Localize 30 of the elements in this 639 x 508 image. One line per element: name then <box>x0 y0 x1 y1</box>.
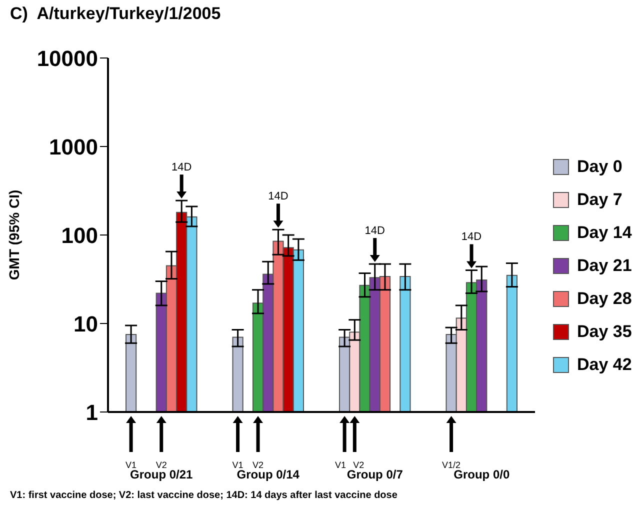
y-tick-label: 1000 <box>49 134 98 160</box>
text: V1: first vaccine dose; V2: last vaccine dose; 14D: 14 days after last vaccine dose <box>10 490 398 501</box>
text: V2 <box>156 460 167 470</box>
x-tick-label: Group 0/0 <box>454 468 510 482</box>
x-tick-label: Group 0/7 <box>346 468 404 482</box>
legend-label: Day 28 <box>577 288 632 308</box>
annotation: 14D <box>364 225 386 238</box>
legend-label: Day 42 <box>577 354 632 374</box>
annotation: 14D <box>461 231 482 244</box>
text: V2 <box>252 460 264 470</box>
y-tick-label: 100 <box>61 222 98 248</box>
legend-label: Day 35 <box>577 322 632 342</box>
x-tick-label: Group 0/14 <box>236 468 300 482</box>
annotation: 14D <box>268 190 288 203</box>
chart-title: C) A/turkey/Turkey/1/2005 <box>10 4 221 24</box>
legend-label: Day 14 <box>577 222 632 242</box>
legend-label: Day 21 <box>577 256 632 276</box>
legend-label: Day 7 <box>577 190 622 210</box>
legend-label: Day 0 <box>577 156 622 176</box>
text: V1 <box>335 460 346 470</box>
y-tick-label: 10000 <box>36 46 98 71</box>
y-tick-label: 10 <box>74 311 98 336</box>
text: V1 <box>126 460 137 470</box>
y-axis-title: GMT (95% CI) <box>6 190 22 280</box>
text: V2 <box>353 460 364 470</box>
x-tick-label: Group 0/21 <box>130 468 194 482</box>
y-tick-label: 1 <box>86 400 98 425</box>
text: V1/2 <box>442 460 461 470</box>
text: V1 <box>232 460 244 470</box>
annotation: 14D <box>171 162 192 174</box>
